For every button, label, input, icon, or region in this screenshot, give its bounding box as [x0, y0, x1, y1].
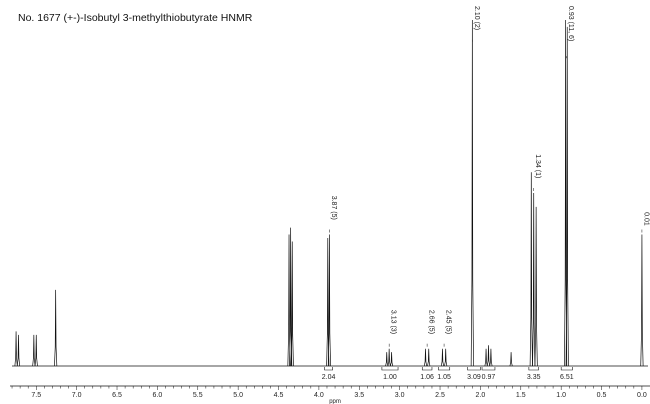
x-tick-label: 6.5	[112, 392, 122, 399]
peak-label: 1.34 (1)	[534, 154, 541, 178]
peak-label: 3.87 (5)	[330, 196, 337, 220]
spectrum-peak	[640, 234, 644, 367]
integration-bracket	[481, 367, 496, 371]
peak-labels: 3.87 (5) 3.13 (3) 2.66 (5) 2.45 (5) 2.10 (2)…	[329, 6, 649, 347]
spectrum-peak	[385, 352, 389, 367]
integration-bracket	[438, 367, 451, 371]
integration-bracket	[528, 367, 539, 371]
spectrum-peak	[529, 172, 533, 367]
integration-value: 3.09	[467, 374, 481, 381]
spectrum-trace	[12, 19, 648, 367]
x-tick-label: 6.0	[153, 392, 163, 399]
spectrum-peak	[470, 19, 474, 367]
peak-label: 0.93 (11, 6)	[567, 6, 574, 41]
integration-value: 6.51	[560, 374, 574, 381]
integration-bracket	[381, 367, 399, 371]
spectrum-peak	[290, 241, 294, 367]
x-tick-label: 2.5	[435, 392, 445, 399]
x-tick-label: 5.0	[233, 392, 243, 399]
x-axis-label: ppm	[329, 399, 341, 404]
spectrum-peak	[489, 348, 493, 367]
integration-value: 2.04	[322, 374, 336, 381]
integration-value: 1.05	[437, 374, 451, 381]
spectrum-peak	[486, 345, 491, 367]
integration-value: 3.35	[527, 374, 541, 381]
integration-value: 1.06	[420, 374, 434, 381]
spectrum-peak	[390, 352, 394, 367]
spectrum-peak	[532, 192, 536, 367]
peak-label: 2.66 (5)	[428, 310, 435, 334]
integration-marks: 2.04 1.00 1.06 1.05 3.09 0.97 3.35 6.51	[322, 367, 574, 381]
spectrum-peak	[440, 348, 445, 367]
x-tick-label: 3.5	[354, 392, 364, 399]
spectrum-peak	[14, 331, 18, 367]
spectrum-peak	[484, 348, 488, 367]
x-tick-label: 0.0	[637, 392, 647, 399]
spectrum-peak	[32, 334, 36, 367]
spectrum-peak	[423, 348, 428, 367]
integration-bracket	[560, 367, 573, 371]
x-tick-label: 7.5	[31, 392, 41, 399]
integration-bracket	[467, 367, 481, 371]
x-tick-label: 4.5	[274, 392, 284, 399]
peak-label: 2.45 (5)	[445, 310, 452, 334]
chart-title: No. 1677 (+-)-Isobutyl 3-methylthiobutyr…	[18, 12, 253, 24]
spectrum-peak	[34, 334, 38, 367]
x-tick-label: 1.0	[556, 392, 566, 399]
spectrum-peak	[387, 348, 391, 367]
spectrum-peak	[509, 352, 513, 367]
spectrum-peak	[427, 348, 431, 367]
peak-label: 0.01	[642, 212, 649, 226]
x-tick-label: 4.0	[314, 392, 324, 399]
x-tick-label: 5.5	[193, 392, 203, 399]
x-tick-label: 0.5	[597, 392, 607, 399]
peak-label: 3.13 (3)	[390, 310, 397, 334]
spectrum-peak	[54, 289, 58, 367]
spectrum-peak	[327, 234, 331, 367]
integration-value: 1.00	[383, 374, 397, 381]
x-tick-label: 2.0	[476, 392, 486, 399]
x-tick-label: 3.0	[395, 392, 405, 399]
spectrum-peak	[565, 26, 569, 367]
spectrum-peak	[16, 334, 21, 367]
peak-label: 2.10 (2)	[473, 6, 480, 30]
integration-bracket	[324, 367, 333, 371]
x-axis: 7.5 7.0 6.5 6.0 5.5 5.0 4.5 4.0 3.5 3.0 2.5 2.0 1.5 1…	[10, 385, 650, 404]
x-tick-label: 1.5	[516, 392, 526, 399]
spectrum-peak	[534, 206, 538, 367]
x-tick-label: 7.0	[72, 392, 82, 399]
integration-value: 0.97	[482, 374, 496, 381]
integration-bracket	[421, 367, 433, 371]
spectrum-peak	[444, 348, 448, 367]
